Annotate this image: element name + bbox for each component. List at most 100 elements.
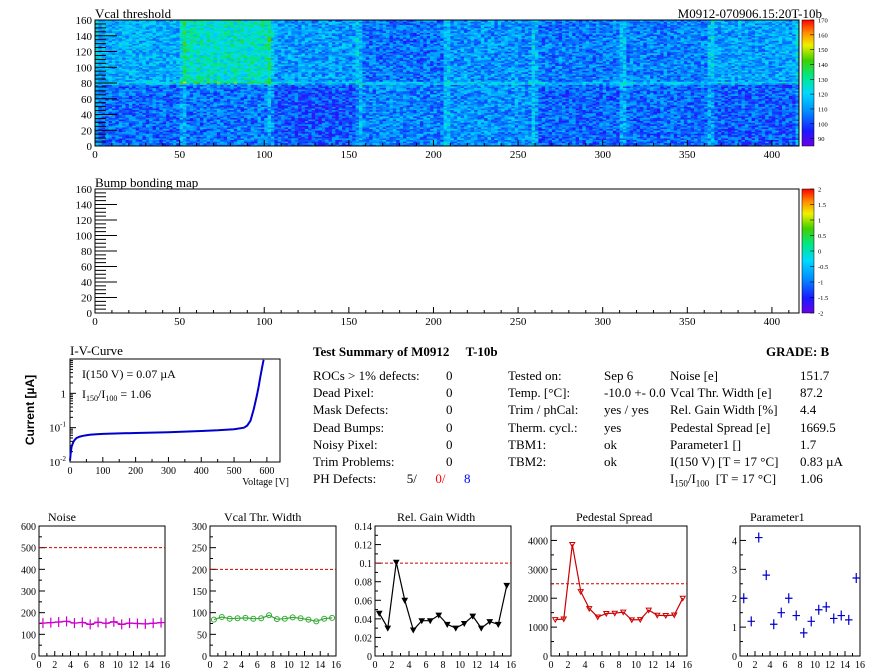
heatmap-cell xyxy=(555,139,559,142)
heatmap-cell xyxy=(389,138,394,141)
heatmap-cell xyxy=(734,136,739,139)
heatmap-cell xyxy=(284,138,289,141)
heatmap-cell xyxy=(629,138,634,141)
heatmap-cell xyxy=(734,144,739,147)
heatmap-cell xyxy=(271,133,275,136)
heatmap-cell xyxy=(213,141,218,144)
heatmap-cell xyxy=(220,133,224,136)
heatmap-cell xyxy=(589,134,593,137)
heatmap-cell xyxy=(203,142,207,145)
heatmap-cell xyxy=(389,142,394,145)
heatmap-cell xyxy=(274,131,279,134)
heatmap-cell xyxy=(254,138,258,141)
heatmap-cell xyxy=(206,141,211,144)
heatmap-cell xyxy=(474,136,478,139)
heatmap-cell xyxy=(403,141,407,144)
heatmap-cell xyxy=(335,133,339,136)
heatmap-cell xyxy=(318,134,323,137)
heatmap-cell xyxy=(731,141,735,144)
heatmap-cell xyxy=(616,142,620,145)
heatmap-cell xyxy=(426,134,431,137)
heatmap-cell xyxy=(761,142,766,145)
heatmap-cell xyxy=(524,134,529,137)
heatmap-cell xyxy=(511,131,515,134)
heatmap-cell xyxy=(375,134,380,137)
heatmap-cell xyxy=(149,133,153,136)
heatmap-cell xyxy=(379,141,383,144)
heatmap-cell xyxy=(118,138,123,141)
heatmap-cell xyxy=(548,144,553,147)
heatmap-cell xyxy=(166,139,170,142)
heatmap-cell xyxy=(656,138,661,141)
heatmap-cell xyxy=(183,141,187,144)
heatmap-cell xyxy=(274,136,279,139)
heatmap-cell xyxy=(409,141,414,144)
heatmap-cell xyxy=(582,131,587,134)
heatmap-cell xyxy=(531,139,536,142)
heatmap-cell xyxy=(643,142,647,145)
heatmap-cell xyxy=(653,136,658,139)
heatmap-cell xyxy=(227,138,231,141)
heatmap-cell xyxy=(765,136,769,139)
heatmap-cell xyxy=(487,142,492,145)
heatmap-cell xyxy=(680,141,685,144)
heatmap-cell xyxy=(128,142,133,145)
heatmap-cell xyxy=(301,131,306,134)
heatmap-cell xyxy=(792,136,796,139)
heatmap-cell xyxy=(511,141,515,144)
heatmap-cell xyxy=(619,138,624,141)
heatmap-cell xyxy=(592,141,597,144)
heatmap-cell xyxy=(145,139,150,142)
heatmap-cell xyxy=(771,141,776,144)
heatmap-cell xyxy=(237,136,241,139)
heatmap-cell xyxy=(497,139,502,142)
heatmap-cell xyxy=(277,133,282,136)
heatmap-cell xyxy=(463,136,468,139)
heatmap-cell xyxy=(308,138,312,141)
heatmap-cell xyxy=(189,141,194,144)
heatmap-cell xyxy=(227,136,231,139)
heatmap-cell xyxy=(636,136,641,139)
heatmap-cell xyxy=(406,138,411,141)
heatmap-cell xyxy=(575,136,580,139)
heatmap-cell xyxy=(409,133,414,136)
heatmap-cell xyxy=(328,133,333,136)
heatmap-cell xyxy=(700,136,705,139)
heatmap-cell xyxy=(227,142,231,145)
heatmap-cell xyxy=(568,139,573,142)
heatmap-cell xyxy=(372,134,377,137)
heatmap-cell xyxy=(287,133,292,136)
heatmap-cell xyxy=(338,134,343,137)
heatmap-cell xyxy=(514,138,519,141)
heatmap-cell xyxy=(778,136,783,139)
heatmap-cell xyxy=(155,133,160,136)
heatmap-cell xyxy=(111,139,116,142)
heatmap-cell xyxy=(568,144,573,147)
heatmap-cell xyxy=(399,134,404,137)
heatmap-cell xyxy=(612,141,617,144)
heatmap-cell xyxy=(287,138,292,141)
heatmap-cell xyxy=(650,141,654,144)
heatmap-cell xyxy=(135,138,140,141)
heatmap-cell xyxy=(318,138,323,141)
heatmap-cell xyxy=(765,138,769,141)
heatmap-cell xyxy=(145,131,150,134)
heatmap-cell xyxy=(606,142,610,145)
heatmap-cell xyxy=(535,133,539,136)
heatmap-cell xyxy=(169,142,174,145)
heatmap-cell xyxy=(619,133,624,136)
heatmap-cell xyxy=(700,138,705,141)
heatmap-cell xyxy=(311,142,316,145)
heatmap-cell xyxy=(291,139,295,142)
heatmap-cell xyxy=(247,139,251,142)
heatmap-cell xyxy=(122,134,126,137)
heatmap-cell xyxy=(491,136,495,139)
heatmap-cell xyxy=(186,134,191,137)
heatmap-cell xyxy=(237,131,241,134)
heatmap-cell xyxy=(463,144,468,147)
heatmap-cell xyxy=(308,136,312,139)
heatmap-cell xyxy=(193,139,197,142)
heatmap-cell xyxy=(738,136,742,139)
heatmap-cell xyxy=(751,141,756,144)
heatmap-cell xyxy=(386,139,390,142)
